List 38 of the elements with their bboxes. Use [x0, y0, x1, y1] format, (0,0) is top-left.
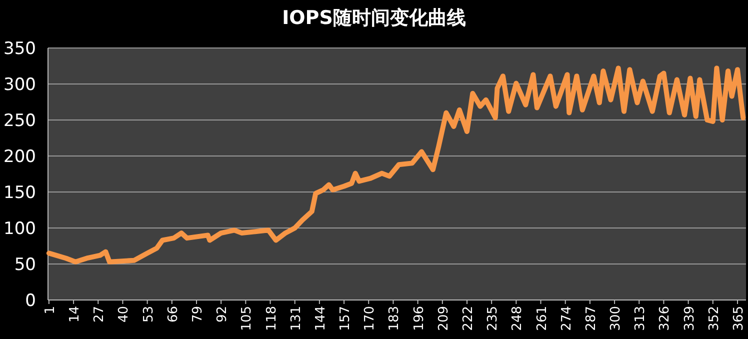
x-tick-label: 300	[608, 306, 624, 331]
x-tick-label: 248	[510, 306, 526, 331]
x-tick-label: 1	[42, 306, 58, 314]
x-tick-label: 222	[460, 306, 476, 331]
y-tick-label: 300	[4, 75, 36, 95]
x-tick-label: 79	[190, 306, 206, 323]
x-tick-label: 287	[584, 306, 599, 331]
y-tick-label: 150	[4, 183, 36, 203]
x-tick-label: 105	[240, 306, 255, 331]
x-tick-label: 365	[731, 306, 746, 331]
y-tick-label: 100	[4, 219, 36, 239]
x-tick-label: 313	[633, 306, 648, 331]
x-tick-label: 157	[338, 306, 354, 331]
x-tick-label: 196	[412, 306, 427, 331]
x-tick-label: 339	[682, 306, 698, 331]
x-tick-label: 261	[534, 306, 550, 331]
x-tick-label: 40	[116, 306, 132, 323]
x-tick-label: 326	[658, 306, 673, 331]
x-tick-label: 14	[68, 306, 83, 323]
x-tick-label: 235	[486, 306, 501, 331]
x-tick-label: 66	[166, 306, 181, 323]
x-tick-label: 183	[387, 306, 402, 331]
x-tick-label: 352	[706, 306, 722, 331]
x-tick-label: 170	[362, 306, 378, 331]
x-tick-label: 27	[92, 306, 108, 323]
x-tick-label: 118	[264, 306, 280, 331]
x-tick-label: 92	[215, 306, 230, 323]
x-tick-label: 144	[313, 306, 328, 331]
y-tick-label: 0	[25, 291, 36, 311]
x-tick-label: 53	[141, 306, 156, 323]
x-tick-label: 274	[559, 306, 574, 331]
x-tick-label: 131	[288, 306, 304, 331]
y-tick-label: 200	[4, 147, 36, 167]
chart-title: IOPS随时间变化曲线	[282, 7, 466, 29]
y-tick-label: 350	[4, 39, 36, 59]
y-tick-label: 50	[14, 255, 36, 275]
y-tick-label: 250	[4, 111, 36, 131]
x-tick-label: 209	[436, 306, 452, 331]
